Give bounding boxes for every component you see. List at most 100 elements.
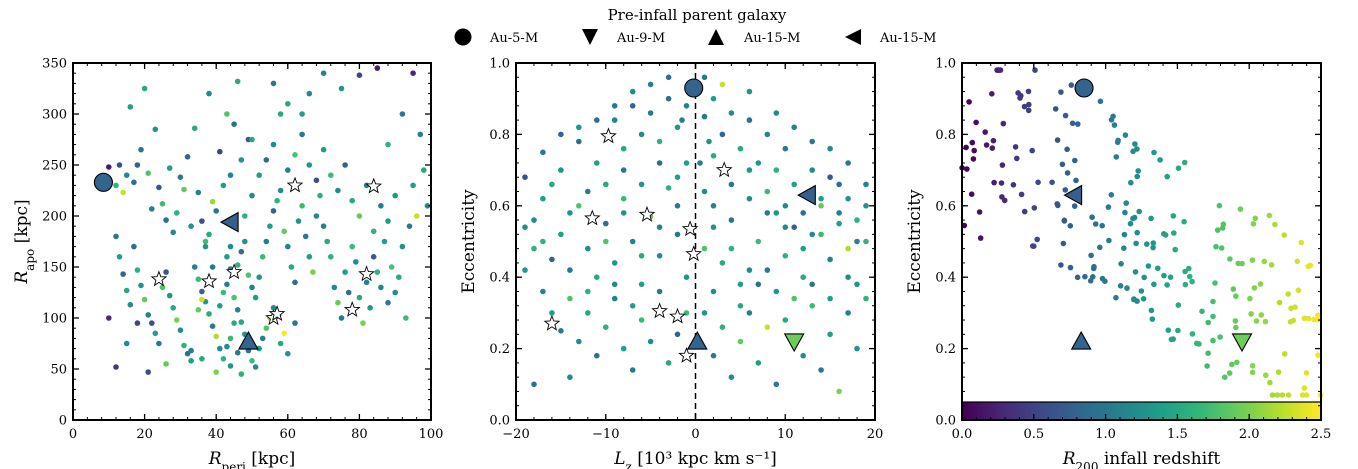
data-point bbox=[845, 274, 851, 281]
data-point bbox=[285, 101, 291, 107]
data-point bbox=[1124, 285, 1130, 291]
data-point bbox=[1249, 257, 1256, 263]
data-point bbox=[292, 152, 298, 158]
data-point bbox=[665, 185, 672, 191]
data-point bbox=[697, 160, 703, 166]
colorbar-segment bbox=[1231, 402, 1235, 420]
data-point bbox=[263, 325, 270, 332]
x-tick-label: 2.0 bbox=[1239, 427, 1260, 442]
data-point bbox=[163, 269, 169, 275]
data-point bbox=[746, 117, 753, 123]
colorbar-segment bbox=[1201, 402, 1205, 420]
data-point bbox=[791, 295, 797, 302]
colorbar-segment bbox=[1006, 402, 1011, 420]
data-point bbox=[195, 189, 202, 196]
data-point bbox=[764, 267, 771, 273]
data-point bbox=[1281, 232, 1287, 238]
data-point bbox=[1298, 239, 1305, 246]
data-point bbox=[1123, 200, 1129, 206]
data-point bbox=[1186, 273, 1193, 280]
triangle-down-marker-icon bbox=[582, 29, 598, 45]
x-tick-label: 0.5 bbox=[1023, 427, 1044, 442]
data-point bbox=[335, 299, 341, 306]
x-tick-label: 1.0 bbox=[1095, 427, 1116, 442]
data-point bbox=[120, 189, 126, 196]
data-point bbox=[809, 231, 815, 238]
colorbar-segment bbox=[997, 402, 1002, 420]
y-tick-label: 0.4 bbox=[489, 271, 510, 286]
data-point bbox=[421, 167, 427, 173]
colorbar-segment bbox=[1141, 402, 1146, 420]
data-point bbox=[166, 165, 173, 171]
y-tick-label: 0.2 bbox=[489, 342, 510, 357]
data-point bbox=[213, 369, 219, 375]
data-point bbox=[177, 174, 184, 180]
data-point bbox=[1204, 363, 1210, 369]
data-point bbox=[256, 345, 263, 352]
data-point bbox=[152, 330, 159, 337]
data-point bbox=[665, 74, 672, 81]
data-point bbox=[234, 262, 241, 268]
data-point bbox=[1315, 352, 1321, 358]
data-point bbox=[331, 284, 338, 291]
data-point bbox=[1249, 369, 1256, 376]
data-point bbox=[123, 172, 130, 178]
data-point bbox=[202, 238, 209, 245]
data-point bbox=[138, 282, 144, 289]
data-point bbox=[1062, 112, 1069, 119]
data-point bbox=[603, 238, 609, 245]
colorbar-segment bbox=[1243, 402, 1247, 420]
data-point bbox=[113, 364, 119, 370]
data-point bbox=[728, 245, 735, 252]
data-point bbox=[249, 284, 255, 291]
data-point bbox=[791, 181, 797, 188]
star-marker bbox=[651, 302, 668, 319]
data-point bbox=[809, 138, 815, 145]
data-point bbox=[1303, 392, 1310, 398]
data-point bbox=[701, 310, 708, 316]
data-point bbox=[149, 320, 155, 326]
colorbar-segment bbox=[1048, 402, 1053, 420]
legend-entry-au9m: Au-9-M bbox=[582, 29, 665, 46]
data-point bbox=[1128, 179, 1134, 186]
data-point bbox=[746, 267, 753, 273]
data-point bbox=[1034, 236, 1040, 243]
data-point bbox=[989, 145, 996, 151]
colorbar-segment bbox=[1279, 402, 1283, 420]
data-point bbox=[1249, 363, 1256, 369]
colorbar-segment bbox=[1204, 402, 1208, 420]
colorbar-segment bbox=[1108, 402, 1113, 420]
colorbar-segment bbox=[1051, 402, 1056, 420]
colorbar-segment bbox=[1111, 402, 1116, 420]
data-point bbox=[349, 243, 356, 250]
data-point bbox=[145, 312, 151, 318]
data-point bbox=[998, 180, 1005, 186]
colorbar-segment bbox=[1192, 402, 1196, 420]
colorbar-segment bbox=[1135, 402, 1140, 420]
data-point bbox=[356, 213, 363, 219]
data-point bbox=[620, 195, 627, 202]
data-point bbox=[213, 333, 219, 340]
data-point bbox=[585, 288, 591, 295]
data-point bbox=[1186, 265, 1192, 272]
data-point bbox=[1092, 221, 1099, 227]
data-point bbox=[406, 223, 413, 229]
data-point bbox=[1017, 95, 1023, 101]
data-point bbox=[964, 166, 970, 172]
data-point bbox=[231, 320, 237, 326]
data-point bbox=[281, 330, 288, 337]
data-point bbox=[1157, 157, 1163, 163]
data-point bbox=[116, 253, 123, 260]
data-point bbox=[1021, 103, 1028, 110]
data-point bbox=[292, 320, 298, 326]
colorbar-segment bbox=[1039, 402, 1044, 420]
data-point bbox=[313, 177, 320, 184]
data-point bbox=[152, 126, 159, 133]
data-point bbox=[1315, 312, 1321, 319]
data-point bbox=[746, 195, 753, 202]
data-point bbox=[174, 210, 180, 216]
data-point bbox=[270, 305, 277, 311]
data-point bbox=[863, 295, 869, 302]
data-point bbox=[374, 269, 381, 275]
colorbar-segment bbox=[1288, 402, 1292, 420]
